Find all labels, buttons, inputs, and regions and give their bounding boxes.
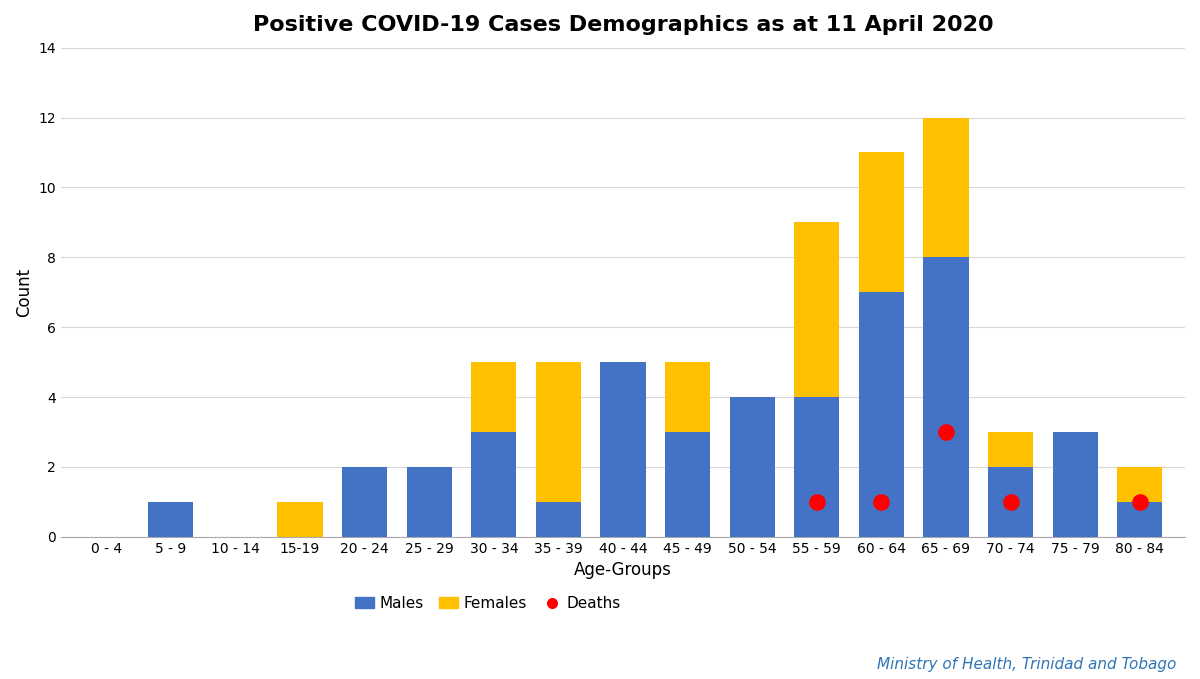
Bar xyxy=(988,467,1033,537)
Bar xyxy=(536,502,581,537)
Bar xyxy=(923,117,968,537)
Bar xyxy=(859,292,904,537)
Bar xyxy=(665,362,710,537)
Bar xyxy=(730,397,775,537)
Bar xyxy=(665,432,710,537)
Bar xyxy=(1052,432,1098,537)
Bar xyxy=(407,467,452,537)
Y-axis label: Count: Count xyxy=(14,268,34,317)
Bar xyxy=(859,153,904,537)
Bar xyxy=(794,222,840,537)
Bar xyxy=(1052,467,1098,537)
Bar xyxy=(923,257,968,537)
Bar xyxy=(149,502,193,537)
Deaths xyxy=(936,426,955,437)
Bar xyxy=(407,467,452,537)
Text: Ministry of Health, Trinidad and Tobago: Ministry of Health, Trinidad and Tobago xyxy=(877,657,1176,672)
Bar xyxy=(600,362,646,537)
Bar xyxy=(1117,502,1163,537)
X-axis label: Age-Groups: Age-Groups xyxy=(574,562,672,579)
Bar xyxy=(794,397,840,537)
Bar xyxy=(988,432,1033,537)
Deaths xyxy=(1130,496,1150,507)
Bar xyxy=(472,362,516,537)
Bar xyxy=(342,467,388,537)
Bar xyxy=(730,397,775,537)
Deaths xyxy=(808,496,827,507)
Legend: Males, Females, Deaths: Males, Females, Deaths xyxy=(349,590,628,617)
Bar xyxy=(277,502,323,537)
Bar xyxy=(472,432,516,537)
Bar xyxy=(1117,467,1163,537)
Title: Positive COVID-19 Cases Demographics as at 11 April 2020: Positive COVID-19 Cases Demographics as … xyxy=(253,15,994,35)
Bar xyxy=(600,467,646,537)
Bar xyxy=(536,362,581,537)
Deaths xyxy=(1001,496,1020,507)
Deaths xyxy=(872,496,892,507)
Bar xyxy=(342,467,388,537)
